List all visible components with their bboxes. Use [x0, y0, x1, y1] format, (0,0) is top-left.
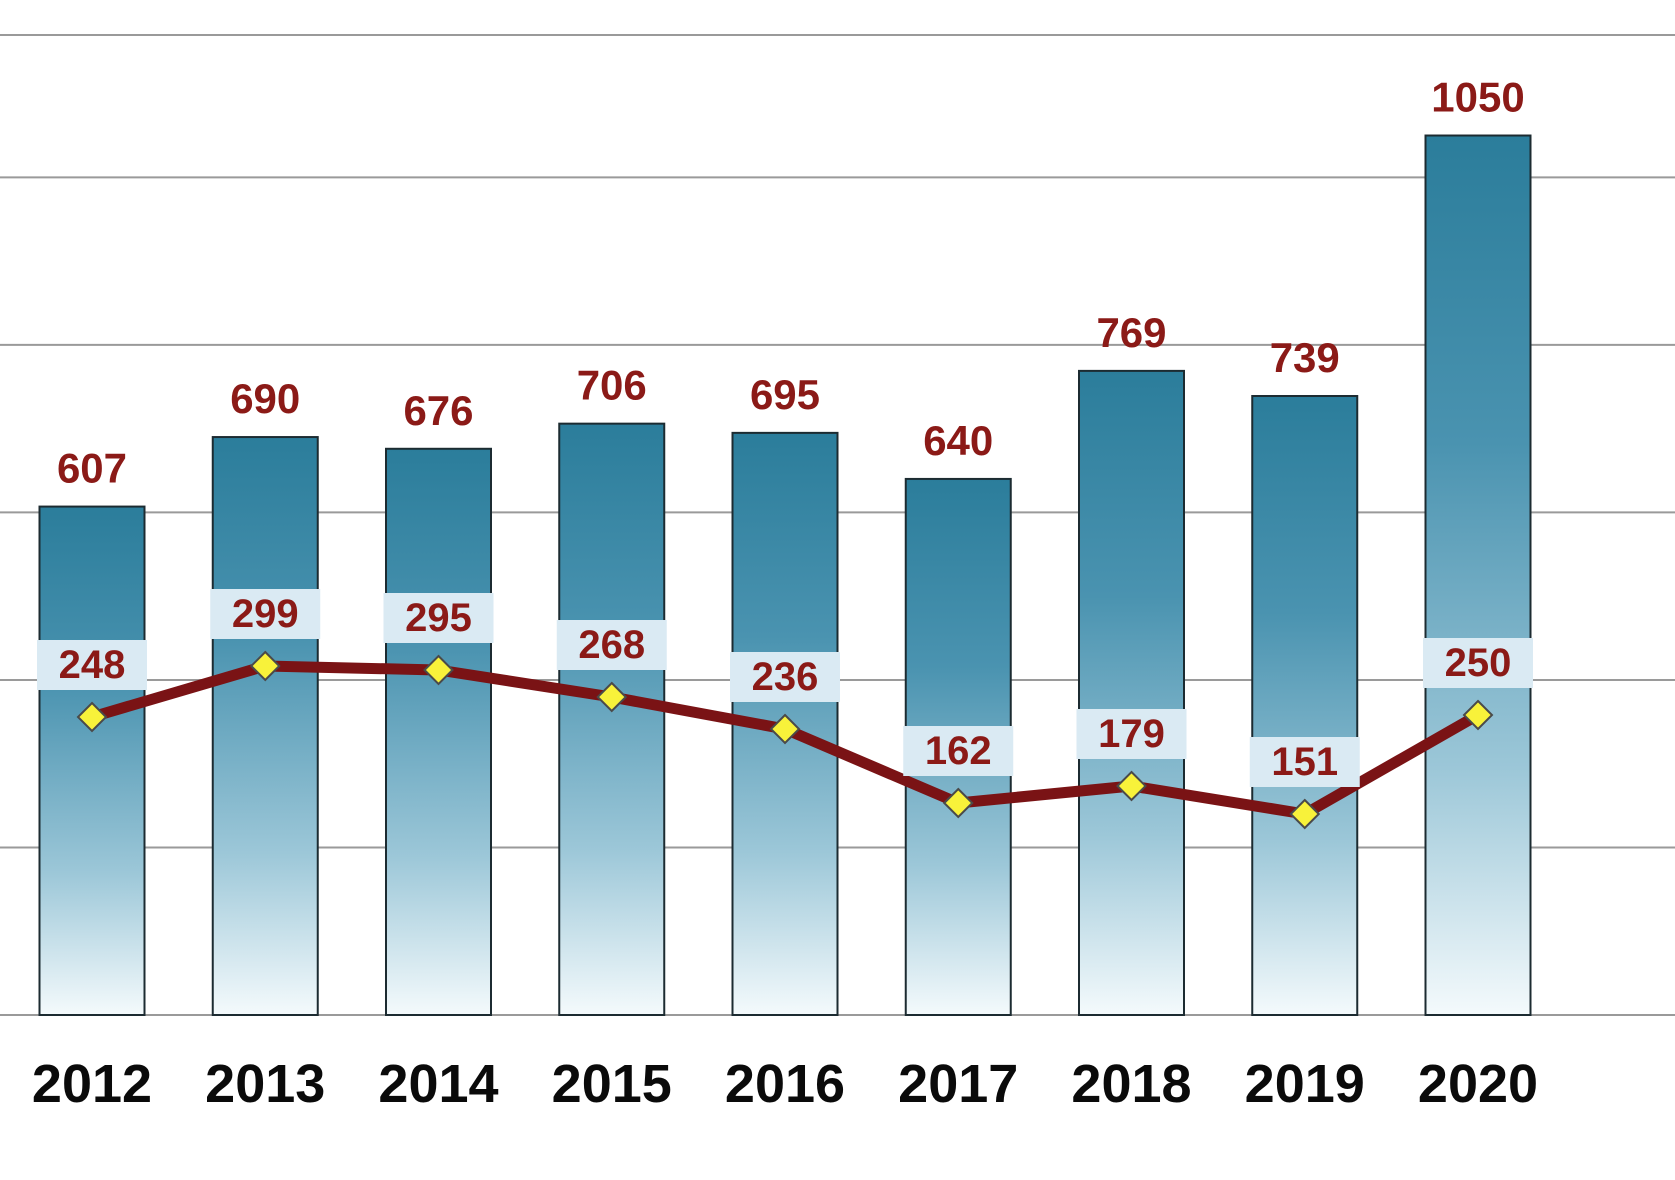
bar-value-label: 640: [923, 417, 993, 464]
bar-2014: [385, 447, 492, 1016]
x-axis-label-2019: 2019: [1245, 1054, 1365, 1114]
x-axis-label-2012: 2012: [32, 1054, 152, 1114]
line-value-label-bg: [1076, 709, 1187, 759]
line-marker: [596, 681, 628, 713]
line-value-label: 299: [232, 592, 299, 636]
line-value-label: 162: [925, 729, 992, 773]
line-value-label: 248: [59, 643, 126, 687]
line-marker: [1116, 770, 1147, 802]
x-axis-label-2018: 2018: [1071, 1054, 1191, 1114]
bar-value-label: 769: [1096, 309, 1166, 356]
line-marker: [942, 787, 974, 819]
line-marker: [249, 650, 281, 682]
line-marker: [769, 713, 801, 745]
bar-2015: [558, 422, 666, 1016]
x-axis-label-2015: 2015: [552, 1054, 672, 1114]
line-marker: [423, 654, 454, 686]
line-value-label-bg: [730, 652, 840, 702]
bar-value-label: 1050: [1431, 74, 1524, 121]
line-marker: [1462, 699, 1494, 731]
bar-value-label: 607: [57, 445, 127, 492]
line-value-label: 179: [1098, 712, 1165, 756]
line-marker: [1289, 798, 1321, 830]
bar-2018: [1078, 369, 1185, 1016]
x-axis-label-2017: 2017: [898, 1054, 1018, 1114]
line-value-label-bg: [1423, 638, 1533, 688]
line-marker: [76, 701, 108, 733]
line-value-label-bg: [556, 620, 667, 670]
bar-value-label: 676: [403, 387, 473, 434]
line-value-label: 250: [1445, 641, 1512, 685]
bar-2012: [38, 505, 146, 1016]
bar-value-label: 695: [750, 371, 820, 418]
line-value-label-bg: [903, 726, 1014, 776]
line-value-label-bg: [1249, 737, 1360, 787]
bar-2020: [1424, 134, 1532, 1016]
line-value-label-bg: [210, 589, 321, 639]
line-value-label-bg: [37, 640, 147, 690]
bar-value-label: 739: [1270, 334, 1340, 381]
bar-value-label: 706: [577, 362, 647, 409]
bar-2019: [1251, 395, 1359, 1016]
x-axis-label-2014: 2014: [378, 1054, 498, 1114]
line-value-label: 295: [405, 596, 472, 640]
x-axis-label-2016: 2016: [725, 1054, 845, 1114]
x-axis-label-2013: 2013: [205, 1054, 325, 1114]
line-value-label: 268: [578, 623, 645, 667]
line-value-label: 236: [752, 655, 819, 699]
bar-2013: [211, 436, 319, 1016]
x-axis-label-2020: 2020: [1418, 1054, 1538, 1114]
bar-value-label: 690: [230, 375, 300, 422]
line-value-label: 151: [1271, 740, 1338, 784]
line-value-label-bg: [383, 593, 494, 643]
